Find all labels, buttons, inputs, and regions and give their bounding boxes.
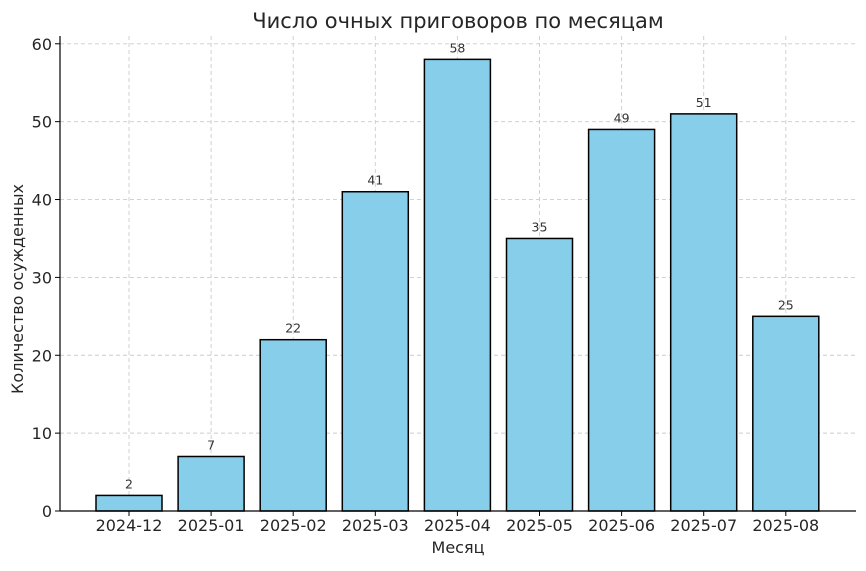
y-tick-label: 20 bbox=[32, 346, 52, 365]
bar-2025-05 bbox=[505, 237, 574, 512]
bar-2025-01 bbox=[177, 455, 245, 512]
bar-2025-03 bbox=[341, 190, 410, 512]
data-label-2025-03: 41 bbox=[367, 173, 383, 188]
x-tick-label: 2025-07 bbox=[670, 516, 737, 535]
data-label-2025-02: 22 bbox=[285, 321, 301, 336]
y-tick-label: 60 bbox=[32, 35, 52, 54]
x-tick-label: 2025-06 bbox=[588, 516, 655, 535]
x-tick-label: 2024-12 bbox=[96, 516, 163, 535]
y-tick-label: 30 bbox=[32, 268, 52, 287]
bar-2025-08 bbox=[752, 315, 820, 512]
data-label-2025-04: 58 bbox=[449, 40, 465, 55]
bars bbox=[95, 58, 820, 512]
bar-2025-04 bbox=[423, 58, 492, 512]
x-tick-label: 2025-04 bbox=[424, 516, 491, 535]
data-labels: 2 7 22 41 58 35 49 51 25 bbox=[125, 40, 794, 491]
x-tick-label: 2025-05 bbox=[506, 516, 573, 535]
x-tick-label: 2025-01 bbox=[178, 516, 245, 535]
x-axis-label: Месяц bbox=[432, 538, 485, 557]
chart-title: Число очных приговоров по месяцам bbox=[252, 9, 663, 33]
data-label-2025-07: 51 bbox=[696, 95, 712, 110]
data-label-2025-08: 25 bbox=[778, 297, 794, 312]
y-tick-label: 50 bbox=[32, 113, 52, 132]
data-label-2025-05: 35 bbox=[532, 219, 548, 234]
y-tick-label: 10 bbox=[32, 424, 52, 443]
bar-2025-07 bbox=[669, 113, 738, 512]
y-tick-label: 0 bbox=[42, 502, 52, 521]
x-tick-label: 2025-02 bbox=[260, 516, 327, 535]
y-axis-label: Количество осужденных bbox=[8, 184, 27, 394]
x-tick-label: 2025-03 bbox=[342, 516, 409, 535]
data-label-2024-12: 2 bbox=[125, 476, 133, 491]
data-label-2025-06: 49 bbox=[614, 110, 630, 125]
y-tick-label: 40 bbox=[32, 191, 52, 210]
data-label-2025-01: 7 bbox=[207, 437, 215, 452]
axes: 0 10 20 30 40 50 60 2024-12 2025-01 2025-02 2025-0… bbox=[32, 35, 856, 535]
bar-2024-12 bbox=[95, 494, 163, 512]
bar-2025-02 bbox=[259, 338, 327, 512]
x-tick-label: 2025-08 bbox=[752, 516, 819, 535]
bar-2025-06 bbox=[587, 128, 656, 512]
